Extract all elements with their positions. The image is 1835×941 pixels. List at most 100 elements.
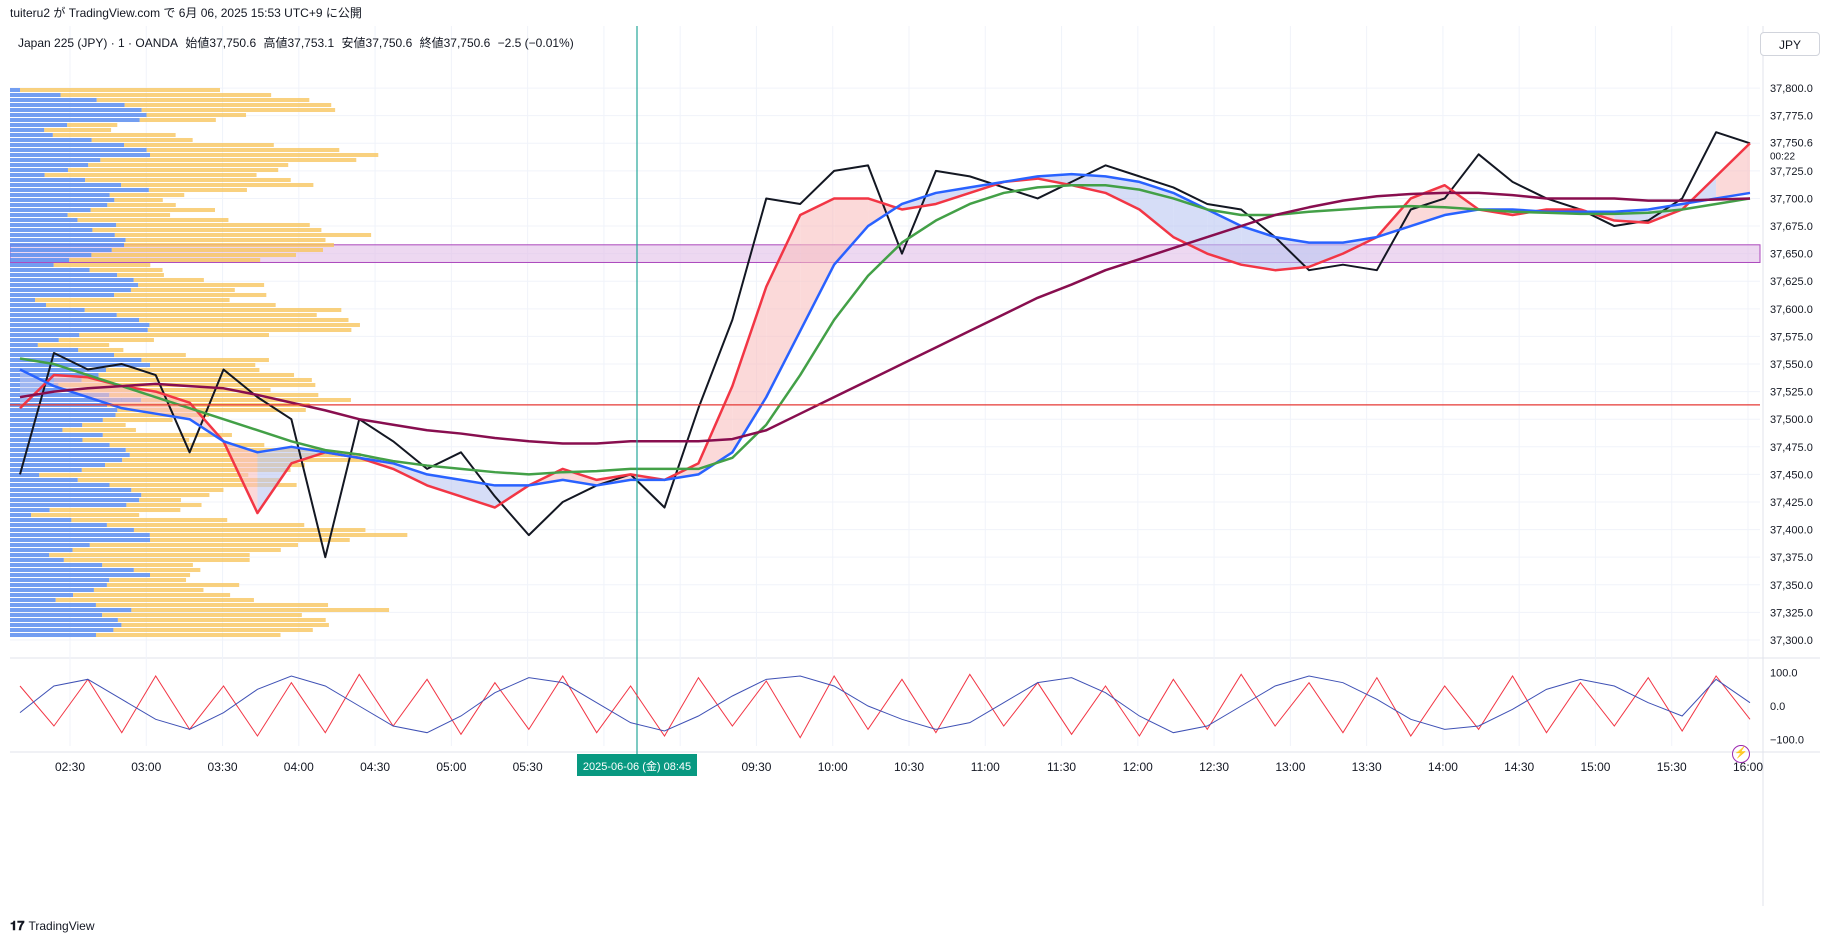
y-tick-label: 37,575.0 bbox=[1770, 331, 1813, 343]
volume-profile-bar-down bbox=[150, 573, 191, 577]
volume-profile-bar-down bbox=[71, 518, 228, 522]
volume-profile-bar-up bbox=[10, 498, 140, 502]
y-tick-label: 37,525.0 bbox=[1770, 387, 1813, 399]
volume-profile-bar-up bbox=[10, 218, 78, 222]
x-tick-label: 14:30 bbox=[1504, 760, 1534, 774]
volume-profile-bar-up bbox=[10, 588, 94, 592]
x-tick-label: 11:00 bbox=[971, 760, 1000, 774]
currency-button[interactable]: JPY bbox=[1760, 32, 1820, 56]
ema-cloud-segment bbox=[1105, 176, 1140, 210]
volume-profile-bar-up bbox=[10, 123, 68, 127]
volume-profile-bar-up bbox=[10, 113, 147, 117]
volume-profile-bar-up bbox=[10, 103, 125, 107]
x-tick-label: 16:00 bbox=[1733, 760, 1763, 774]
volume-profile-bar-down bbox=[105, 368, 260, 372]
volume-profile-bar-down bbox=[139, 318, 349, 322]
volume-profile-bar-up bbox=[10, 178, 86, 182]
volume-profile-bar-up bbox=[10, 408, 118, 412]
volume-profile-bar-down bbox=[105, 463, 305, 467]
x-tick-label: 12:30 bbox=[1199, 760, 1229, 774]
volume-profile-bar-up bbox=[10, 348, 79, 352]
chart-area[interactable]: 37,800.037,775.037,750.037,725.037,700.0… bbox=[9, 26, 1820, 906]
volume-profile-bar-up bbox=[10, 228, 93, 232]
volume-profile-bar-up bbox=[10, 163, 89, 167]
volume-profile-bar-up bbox=[10, 458, 123, 462]
volume-profile-bar-up bbox=[10, 168, 68, 172]
volume-profile-bar-down bbox=[84, 308, 342, 312]
volume-profile-bar-up bbox=[10, 503, 127, 507]
y-tick-label: 37,800.0 bbox=[1770, 83, 1813, 95]
ema-cloud-segment bbox=[1716, 143, 1750, 199]
crosshair-date-label: 2025-06-06 (金) 08:45 bbox=[583, 759, 691, 773]
volume-profile-bar-up bbox=[10, 298, 36, 302]
volume-profile-bar-up bbox=[10, 88, 20, 92]
volume-profile-bar-down bbox=[98, 373, 295, 377]
volume-profile-bar-up bbox=[10, 343, 38, 347]
volume-profile-bar-down bbox=[109, 193, 185, 197]
publish-header: tuiteru2 が TradingView.com で 6月 06, 2025… bbox=[10, 6, 362, 20]
volume-profile-bar-down bbox=[77, 218, 229, 222]
volume-profile-bar-up bbox=[10, 288, 131, 292]
volume-profile-bar-down bbox=[114, 233, 372, 237]
volume-profile-bar-down bbox=[138, 283, 265, 287]
volume-profile-bar-down bbox=[114, 293, 267, 297]
volume-profile-bar-down bbox=[139, 118, 216, 122]
volume-profile-bar-up bbox=[10, 323, 150, 327]
volume-profile-bar-down bbox=[150, 363, 256, 367]
volume-profile-bar-up bbox=[10, 633, 96, 637]
y-tick-label: 37,475.0 bbox=[1770, 442, 1813, 454]
y-tick-label: 37,650.0 bbox=[1770, 249, 1813, 261]
x-tick-label: 04:00 bbox=[284, 760, 314, 774]
volume-profile-bar-up bbox=[10, 548, 73, 552]
price-line bbox=[19, 131, 1751, 559]
lightning-icon[interactable]: ⚡ bbox=[1732, 745, 1750, 763]
volume-profile-bar-up bbox=[10, 313, 117, 317]
volume-profile-bar-up bbox=[10, 153, 150, 157]
chart-svg[interactable]: 37,800.037,775.037,750.037,725.037,700.0… bbox=[9, 26, 1820, 906]
volume-profile-bar-down bbox=[90, 208, 215, 212]
volume-profile-bar-down bbox=[35, 298, 230, 302]
volume-profile-bar-down bbox=[96, 98, 310, 102]
y-tick-label: 37,725.0 bbox=[1770, 166, 1813, 178]
volume-profile-bar-up bbox=[10, 423, 83, 427]
volume-profile-bar-down bbox=[39, 473, 249, 477]
volume-profile-bar-up bbox=[10, 223, 117, 227]
volume-profile-bar-down bbox=[131, 608, 390, 612]
volume-profile-bar-down bbox=[58, 338, 154, 342]
volume-profile-bar-up bbox=[10, 508, 50, 512]
ema-cloud-segment bbox=[257, 446, 292, 514]
volume-profile-bar-up bbox=[10, 533, 150, 537]
volume-profile-bar-up bbox=[10, 418, 103, 422]
volume-profile-bar-down bbox=[106, 583, 240, 587]
x-tick-label: 10:00 bbox=[818, 760, 848, 774]
volume-profile-bar-up bbox=[10, 158, 101, 162]
volume-profile-bar-up bbox=[10, 538, 150, 542]
volume-profile-bar-down bbox=[141, 493, 210, 497]
volume-profile-bar-down bbox=[133, 568, 201, 572]
volume-profile-bar-up bbox=[10, 133, 53, 137]
volume-profile-bar-down bbox=[106, 523, 305, 527]
volume-profile-bar-up bbox=[10, 318, 140, 322]
volume-profile-bar-up bbox=[10, 283, 139, 287]
volume-profile-bar-down bbox=[93, 588, 204, 592]
volume-profile-bar-up bbox=[10, 333, 80, 337]
volume-profile-bar-down bbox=[81, 378, 312, 382]
volume-profile-bar-down bbox=[100, 158, 357, 162]
volume-profile-bar-down bbox=[113, 628, 313, 632]
volume-profile-bar-up bbox=[10, 438, 83, 442]
volume-profile-bar-down bbox=[79, 333, 270, 337]
volume-profile-bar-up bbox=[10, 238, 126, 242]
x-tick-label: 10:30 bbox=[894, 760, 924, 774]
y-tick-label: 37,775.0 bbox=[1770, 111, 1813, 123]
volume-profile-bar-down bbox=[78, 348, 124, 352]
volume-profile-bar-down bbox=[102, 563, 193, 567]
x-tick-label: 05:30 bbox=[513, 760, 543, 774]
volume-profile-bar-up bbox=[10, 353, 115, 357]
oscillator-slow-line bbox=[19, 675, 1751, 734]
volume-profile-bar-down bbox=[62, 428, 136, 432]
volume-profile-bar-down bbox=[67, 168, 279, 172]
legend-symbol[interactable]: Japan 225 (JPY) · 1 · OANDA bbox=[18, 36, 179, 50]
legend-high: 高値37,753.1 bbox=[263, 36, 335, 50]
volume-profile-bar-down bbox=[102, 613, 302, 617]
volume-profile-bar-up bbox=[10, 138, 92, 142]
